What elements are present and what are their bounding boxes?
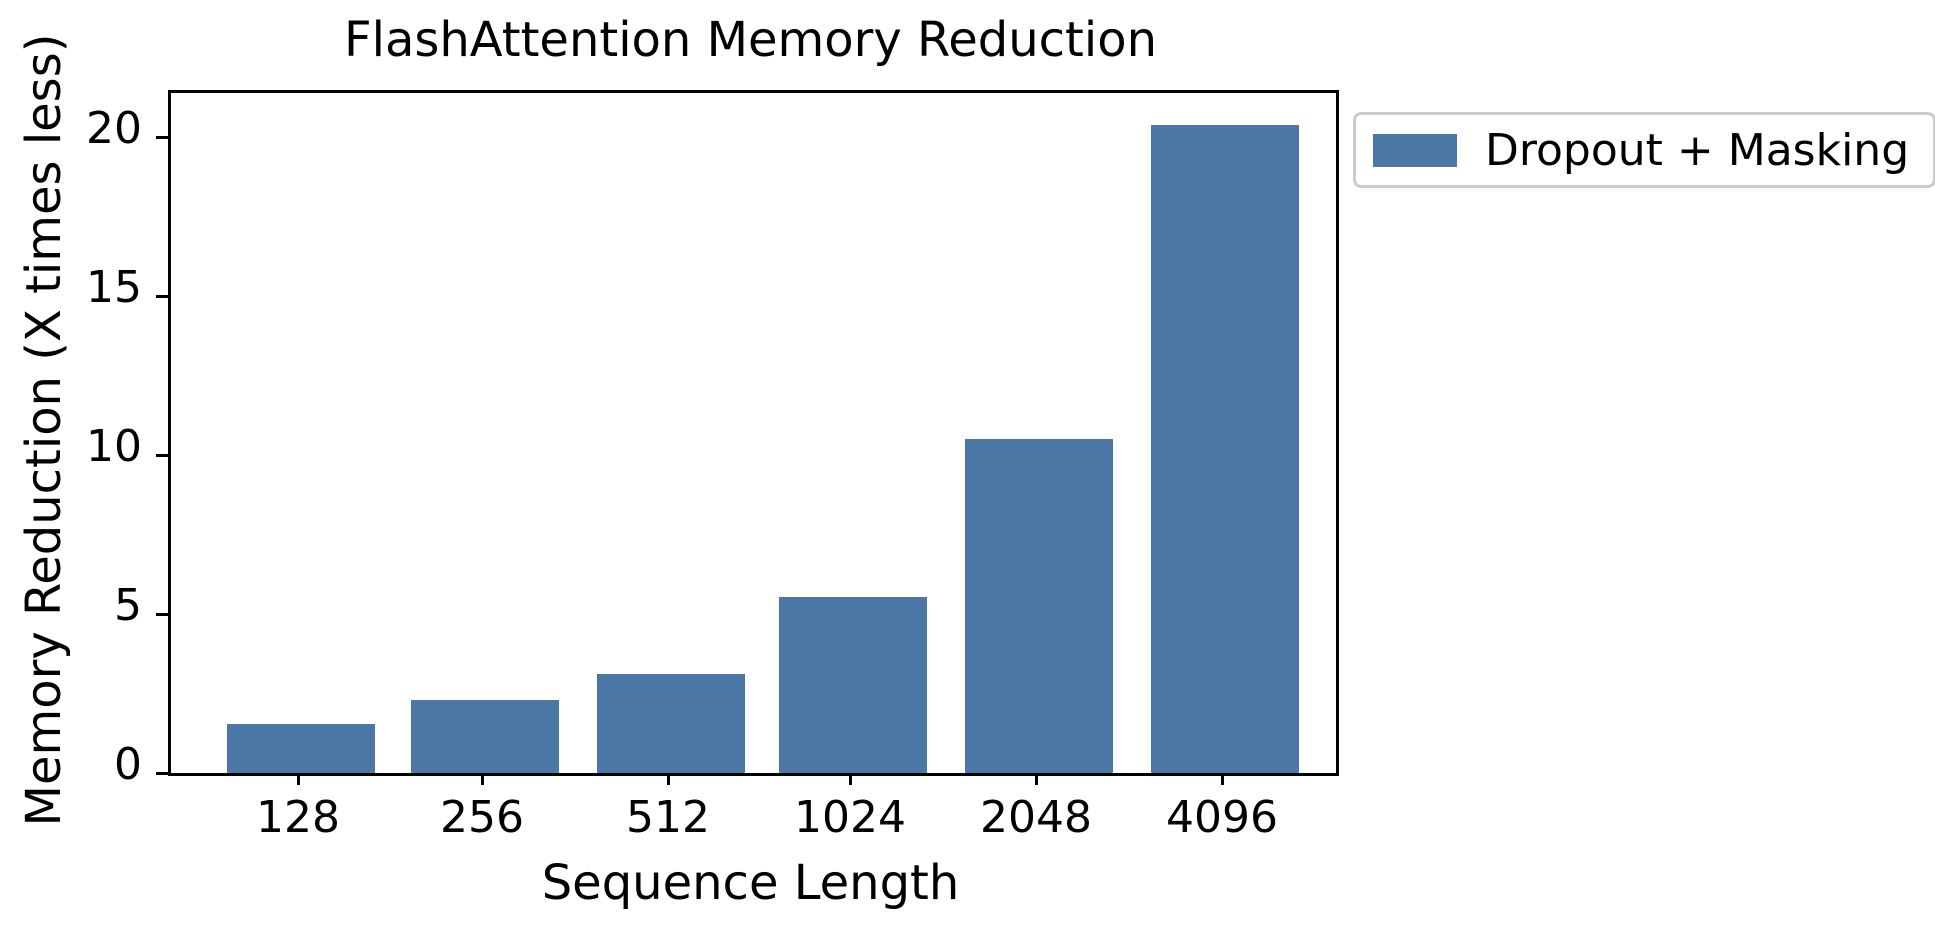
bar-128 (227, 724, 375, 773)
y-tick-mark-0 (156, 771, 168, 775)
y-tick-label-5: 5 (114, 580, 142, 632)
bar-256 (411, 700, 559, 773)
x-axis-label: Sequence Length (541, 855, 960, 911)
x-tick-label-1024: 1024 (794, 792, 906, 843)
legend: Dropout + Masking (1353, 112, 1935, 188)
plot-area (156, 90, 1339, 776)
y-tick-label-10: 10 (86, 421, 142, 473)
x-tick-mark-1024 (848, 773, 852, 785)
y-tick-mark-20 (156, 135, 168, 139)
bar-512 (597, 674, 745, 773)
x-tick-mark-512 (666, 773, 670, 785)
bar-2048 (965, 439, 1113, 773)
x-tick-mark-2048 (1034, 773, 1038, 785)
y-tick-mark-10 (156, 453, 168, 457)
x-tick-mark-128 (296, 773, 300, 785)
x-tick-label-2048: 2048 (980, 792, 1092, 843)
x-tick-mark-256 (480, 773, 484, 785)
y-tick-mark-15 (156, 294, 168, 298)
legend-label: Dropout + Masking (1485, 124, 1910, 176)
y-tick-mark-5 (156, 612, 168, 616)
x-tick-label-4096: 4096 (1166, 792, 1278, 843)
x-tick-label-256: 256 (440, 792, 524, 843)
x-tick-mark-4096 (1220, 773, 1224, 785)
chart-title: FlashAttention Memory Reduction (344, 12, 1157, 68)
x-tick-label-128: 128 (256, 792, 340, 843)
bar-4096 (1151, 125, 1299, 773)
bar-1024 (779, 597, 927, 773)
y-tick-label-20: 20 (86, 103, 142, 155)
x-tick-label-512: 512 (626, 792, 710, 843)
legend-color-swatch (1373, 133, 1457, 167)
y-tick-label-15: 15 (86, 262, 142, 314)
y-tick-label-0: 0 (114, 739, 142, 790)
